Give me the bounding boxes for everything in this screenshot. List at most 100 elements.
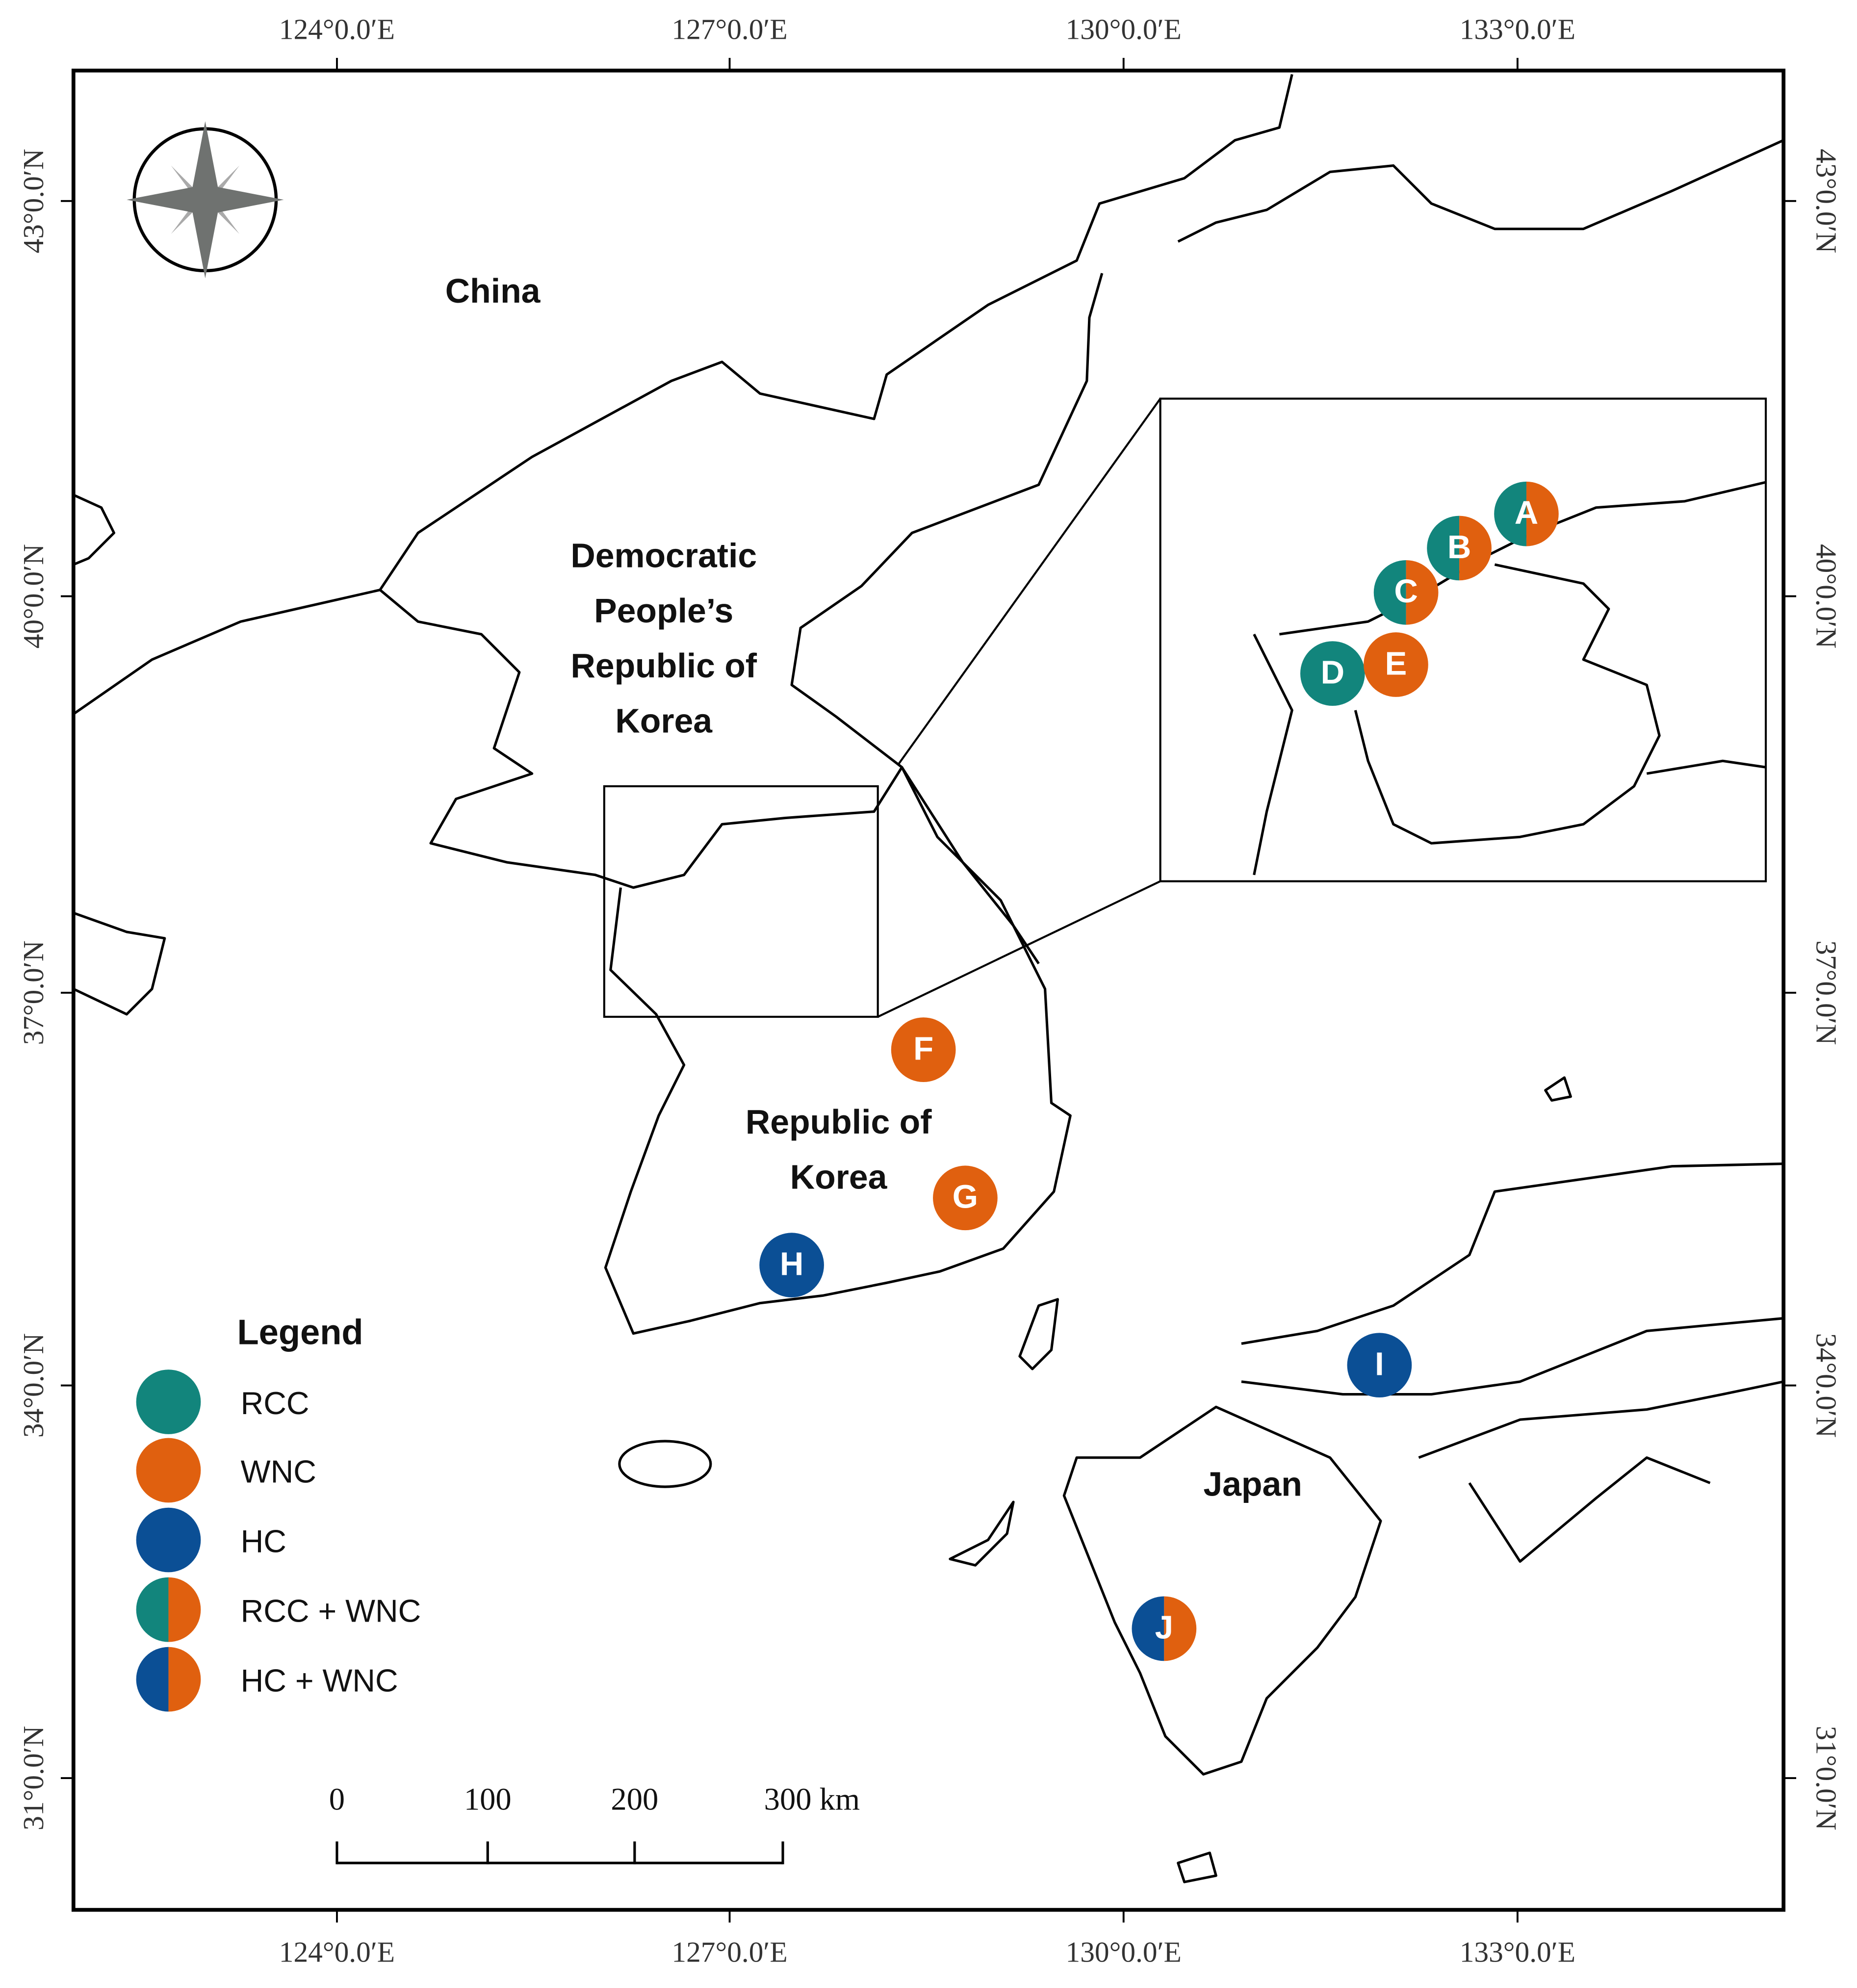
- coastlines: [73, 74, 1784, 1884]
- jeju-island: [618, 1440, 712, 1488]
- inset-border: [1279, 481, 1766, 636]
- lon-label: 124°0.0′E: [279, 1936, 395, 1968]
- site-marker: [1347, 1333, 1412, 1398]
- coastline: [1241, 1317, 1784, 1396]
- legend-swatch: [136, 1438, 201, 1503]
- lat-label: 31°0.0′N: [17, 1726, 50, 1830]
- scale-label: 300 km: [764, 1781, 860, 1817]
- site-marker: [1164, 1596, 1197, 1661]
- lon-label: 133°0.0′E: [1460, 13, 1575, 45]
- place-name: Japan: [1203, 1465, 1302, 1503]
- site-label: H: [780, 1245, 803, 1282]
- coastline: [1418, 1380, 1784, 1459]
- site-marker: [933, 1165, 998, 1231]
- site-label: J: [1155, 1609, 1173, 1646]
- place-name: Republic of: [570, 646, 757, 685]
- lon-label: 133°0.0′E: [1460, 1936, 1575, 1968]
- coastline: [1018, 1298, 1059, 1370]
- legend-swatch: [136, 1369, 201, 1434]
- inset-border: [1646, 759, 1766, 775]
- lat-label: 34°0.0′N: [1810, 1333, 1842, 1438]
- site-label: I: [1375, 1346, 1384, 1383]
- lat-label: 43°0.0′N: [17, 149, 50, 253]
- scale-label: 200: [611, 1781, 658, 1817]
- lon-label: 127°0.0′E: [671, 13, 787, 45]
- lon-label: 127°0.0′E: [671, 1936, 787, 1968]
- site-label: F: [913, 1030, 933, 1067]
- coastline: [949, 1500, 1015, 1567]
- coastline: [73, 911, 166, 1016]
- inset-source-frame: [603, 785, 879, 1018]
- place-name: Korea: [790, 1158, 888, 1196]
- legend-label: HC: [241, 1523, 286, 1559]
- coastline: [1177, 139, 1784, 243]
- coastline: [604, 767, 1072, 1335]
- lon-label: 130°0.0′E: [1066, 1936, 1182, 1968]
- place-name: People’s: [594, 592, 733, 630]
- inset-frame: [1159, 397, 1767, 882]
- inset-border: [1354, 563, 1661, 845]
- site-label: A: [1515, 494, 1538, 531]
- site-label: D: [1321, 654, 1344, 691]
- site-marker: [1300, 641, 1365, 706]
- legend-label: HC + WNC: [241, 1663, 398, 1698]
- coastline: [1544, 1076, 1572, 1102]
- lat-label: 37°0.0′N: [17, 940, 50, 1045]
- legend-swatch: [136, 1507, 201, 1573]
- legend-swatch: [168, 1577, 201, 1642]
- north-arrow: [127, 121, 284, 279]
- inset: [603, 397, 1767, 1018]
- coastline: [1062, 1405, 1382, 1776]
- site-label: E: [1385, 645, 1407, 682]
- labels: 124°0.0′E 124°0.0′E 127°0.0′E 127°0.0′E 130°…: [17, 13, 1843, 1968]
- lat-label: 34°0.0′N: [17, 1333, 50, 1438]
- site-label: C: [1394, 573, 1418, 610]
- map-frame: [71, 68, 1786, 1912]
- place-name: Republic of: [746, 1103, 932, 1141]
- lat-label: 31°0.0′N: [1810, 1726, 1842, 1830]
- site-marker: [1406, 560, 1439, 625]
- lat-label: 43°0.0′N: [1810, 149, 1842, 253]
- legend-label: RCC + WNC: [241, 1593, 421, 1628]
- site-marker: [1494, 481, 1526, 546]
- coastline: [73, 74, 1293, 715]
- lat-label: 40°0.0′N: [17, 544, 50, 648]
- site-label: B: [1447, 529, 1471, 566]
- scale-label: 100: [464, 1781, 512, 1817]
- lon-label: 124°0.0′E: [279, 13, 395, 45]
- legend-title: Legend: [237, 1313, 363, 1352]
- coastline: [379, 273, 1104, 889]
- legend-label: WNC: [241, 1454, 316, 1489]
- site-marker: [1427, 516, 1460, 581]
- site-label: G: [953, 1179, 978, 1215]
- site-marker: [1373, 560, 1406, 625]
- site-marker: [891, 1017, 956, 1082]
- coastline: [1177, 1851, 1217, 1884]
- lat-label: 40°0.0′N: [1810, 544, 1842, 648]
- scale-label: 0: [329, 1781, 345, 1817]
- site-marker: [1526, 481, 1559, 546]
- legend-swatch: [136, 1577, 169, 1642]
- lon-label: 130°0.0′E: [1066, 13, 1182, 45]
- site-marker: [1364, 632, 1428, 697]
- inset-connector: [897, 398, 1161, 766]
- compass-minor: [171, 165, 240, 234]
- coastline: [73, 493, 116, 566]
- place-name: Korea: [615, 702, 713, 740]
- coastline: [1468, 1456, 1711, 1563]
- legend-label: RCC: [241, 1386, 310, 1421]
- site-marker: [759, 1233, 824, 1298]
- inset-coast: [1253, 633, 1293, 876]
- lat-label: 37°0.0′N: [1810, 940, 1842, 1045]
- site-marker: [1459, 516, 1492, 581]
- legend-swatch: [136, 1647, 169, 1712]
- site-marker: [1132, 1596, 1164, 1661]
- legend-swatch: [168, 1647, 201, 1712]
- place-name: China: [445, 272, 541, 310]
- inset-connector: [877, 880, 1161, 1018]
- place-name: Democratic: [570, 537, 757, 575]
- coastline: [1241, 1162, 1784, 1345]
